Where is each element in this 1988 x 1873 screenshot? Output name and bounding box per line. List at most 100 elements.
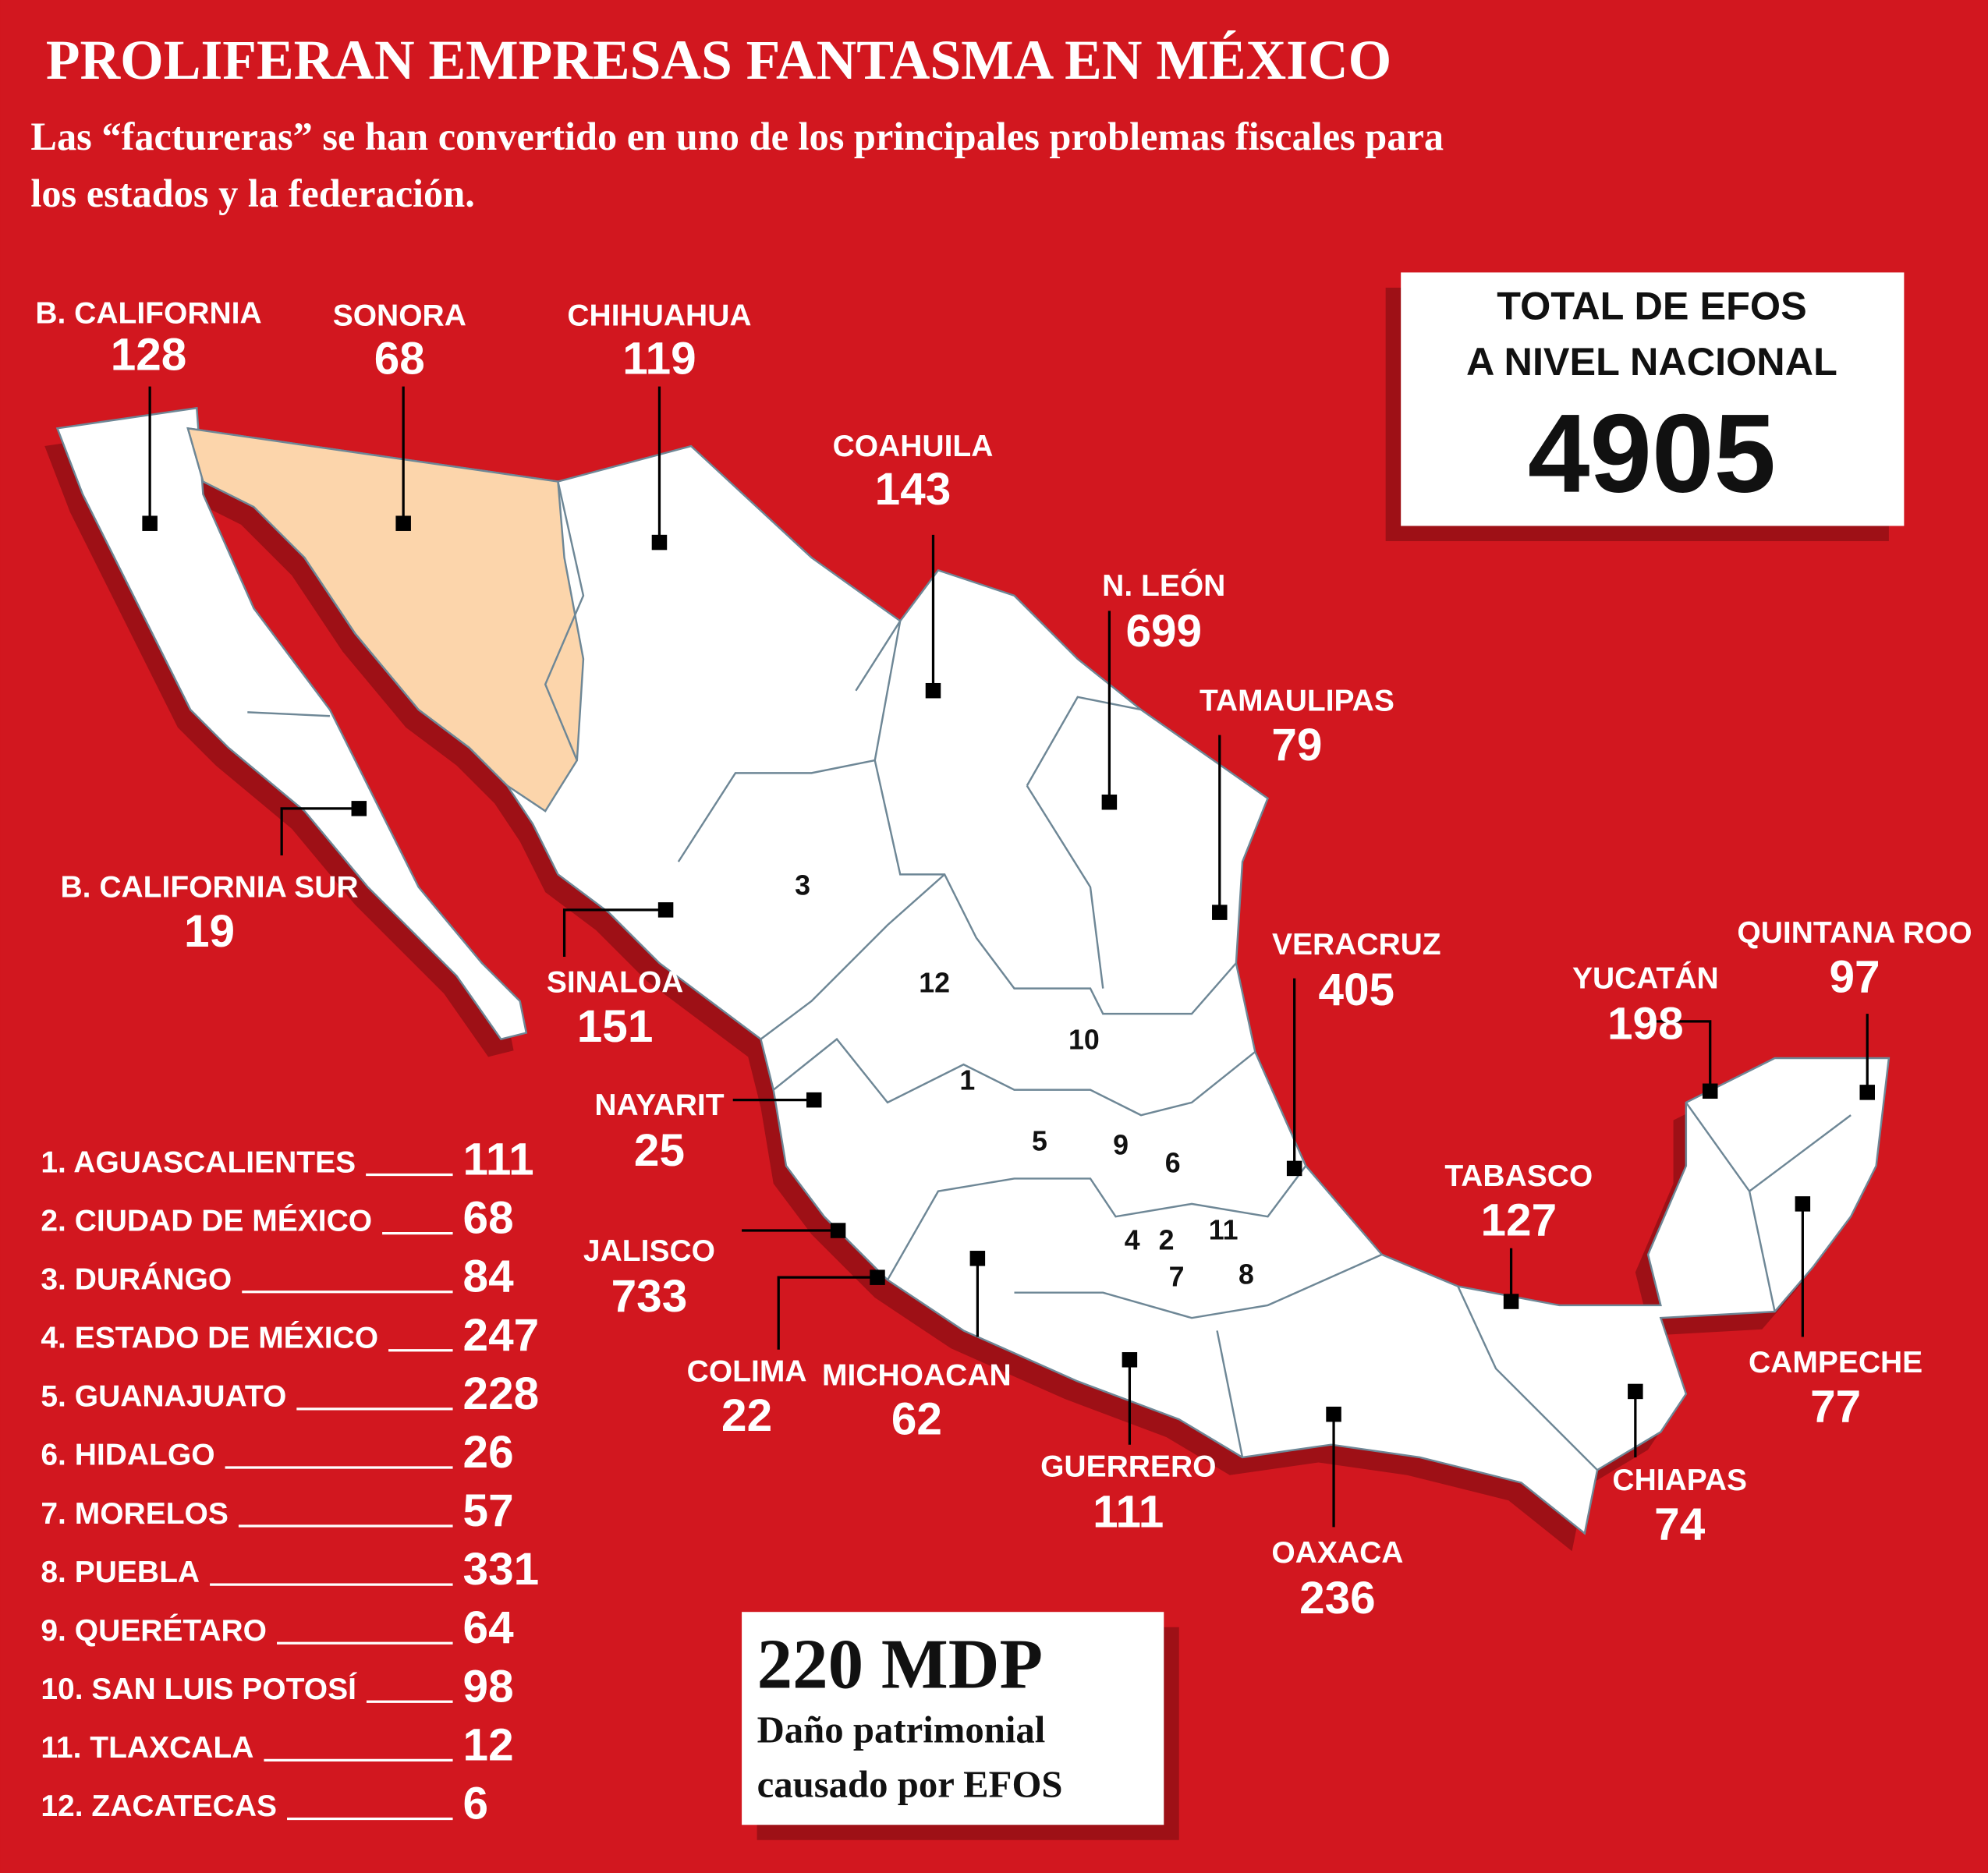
state-name: N. LEÓN <box>1102 568 1225 603</box>
box <box>1401 272 1905 526</box>
total-value: 4905 <box>1528 392 1776 516</box>
state-name: COAHUILA <box>833 430 994 463</box>
state-value: 143 <box>875 464 951 515</box>
state-value: 22 <box>721 1390 772 1441</box>
legend-value: 247 <box>463 1310 540 1361</box>
legend-label: 7. MORELOS <box>41 1497 229 1531</box>
legend-value: 111 <box>463 1135 534 1185</box>
leader-line <box>1648 1020 1712 1092</box>
map-number: 7 <box>1169 1262 1185 1293</box>
state-name: YUCATÁN <box>1572 961 1719 996</box>
legend-value: 64 <box>463 1602 515 1653</box>
legend-value: 57 <box>463 1485 514 1536</box>
total-box: TOTAL DE EFOS A NIVEL NACIONAL 4905 <box>1385 272 1905 541</box>
legend-value: 26 <box>463 1427 514 1478</box>
legend-label: 8. PUEBLA <box>41 1556 200 1589</box>
state-marker <box>395 515 411 531</box>
state-marker <box>1122 1352 1138 1368</box>
map-number: 6 <box>1165 1147 1181 1178</box>
legend-label: 12. ZACATECAS <box>41 1790 277 1823</box>
state-marker <box>651 534 668 551</box>
legend-value: 12 <box>463 1719 514 1770</box>
legend-label: 2. CIUDAD DE MÉXICO <box>41 1203 372 1237</box>
state-marker <box>1795 1196 1811 1212</box>
state-value: 62 <box>891 1394 942 1445</box>
state-value: 236 <box>1299 1573 1376 1623</box>
state-value: 79 <box>1271 720 1322 770</box>
subtitle: los estados y la federación. <box>30 172 474 215</box>
state-marker <box>1101 794 1118 810</box>
legend: 1. AGUASCALIENTES 111 2. CIUDAD DE MÉXICO 6… <box>41 1135 539 1829</box>
state-marker <box>925 682 941 699</box>
state-name: SINALOA <box>547 966 684 1000</box>
leader-line <box>280 807 360 855</box>
map-number: 5 <box>1032 1126 1047 1157</box>
total-label: A NIVEL NACIONAL <box>1466 339 1837 384</box>
state-marker <box>351 801 367 816</box>
state-name: COLIMA <box>687 1354 807 1388</box>
state-marker <box>657 902 674 918</box>
state-marker <box>830 1223 846 1238</box>
damage-amount: 220 MDP <box>757 1625 1043 1704</box>
state-name: JALISCO <box>583 1234 715 1268</box>
map-number: 4 <box>1125 1224 1140 1255</box>
state-marker <box>142 515 158 531</box>
state-marker <box>1702 1083 1718 1099</box>
state-name: TABASCO <box>1444 1160 1593 1193</box>
state-name: NAYARIT <box>594 1089 724 1122</box>
legend-value: 6 <box>463 1778 489 1829</box>
map-number: 8 <box>1239 1259 1254 1290</box>
state-name: B. CALIFORNIA <box>35 296 261 330</box>
legend-label: 9. QUERÉTARO <box>41 1613 267 1648</box>
state-value: 127 <box>1481 1195 1557 1246</box>
state-markers: B. CALIFORNIA128SONORA68CHIHUAHUA119COAH… <box>35 296 1972 1623</box>
map-number: 2 <box>1159 1224 1175 1255</box>
state-value: 25 <box>634 1125 685 1176</box>
map-land <box>55 406 1891 1535</box>
subtitle: Las “factureras” se han convertido en un… <box>30 115 1444 158</box>
state-marker <box>1212 905 1228 920</box>
state-value: 151 <box>577 1001 654 1052</box>
state-marker <box>969 1251 986 1266</box>
legend-label: 5. GUANAJUATO <box>41 1380 286 1414</box>
legend-value: 331 <box>463 1544 540 1595</box>
map-number: 12 <box>919 968 950 999</box>
state-marker <box>1503 1294 1519 1309</box>
box <box>742 1612 1164 1825</box>
damage-box: 220 MDP Daño patrimonial causado por EFO… <box>742 1612 1179 1840</box>
legend-value: 228 <box>463 1368 540 1419</box>
legend-label: 4. ESTADO DE MÉXICO <box>41 1321 378 1355</box>
state-value: 699 <box>1125 606 1202 657</box>
state-name: OAXACA <box>1271 1536 1403 1570</box>
state-name: CHIHUAHUA <box>567 299 751 333</box>
state-value: 68 <box>374 333 425 384</box>
total-label: TOTAL DE EFOS <box>1497 284 1806 328</box>
state-marker <box>1859 1085 1875 1100</box>
state-value: 128 <box>111 330 187 381</box>
map-number: 10 <box>1068 1025 1100 1056</box>
state-name: VERACRUZ <box>1272 928 1441 961</box>
state-name: B. CALIFORNIA SUR <box>60 871 358 905</box>
state-name: TAMAULIPAS <box>1200 685 1394 718</box>
state-value: 77 <box>1810 1381 1861 1432</box>
state-value: 111 <box>1093 1486 1164 1537</box>
state-name: MICHOACAN <box>822 1358 1012 1392</box>
title: PROLIFERAN EMPRESAS FANTASMA EN MÉXICO <box>46 30 1391 91</box>
state-value: 119 <box>622 333 696 384</box>
state-value: 97 <box>1829 952 1880 1003</box>
damage-caption: causado por EFOS <box>757 1763 1063 1805</box>
state-name: SONORA <box>333 299 466 333</box>
state-value: 733 <box>611 1271 688 1322</box>
map-number: 3 <box>795 869 810 901</box>
legend-value: 84 <box>463 1252 515 1302</box>
state-value: 74 <box>1654 1499 1706 1550</box>
state-value: 19 <box>184 906 235 957</box>
state-name: QUINTANA ROO <box>1737 916 1972 950</box>
leader-line <box>562 908 666 958</box>
legend-label: 6. HIDALGO <box>41 1439 214 1472</box>
state-marker <box>1628 1383 1643 1400</box>
